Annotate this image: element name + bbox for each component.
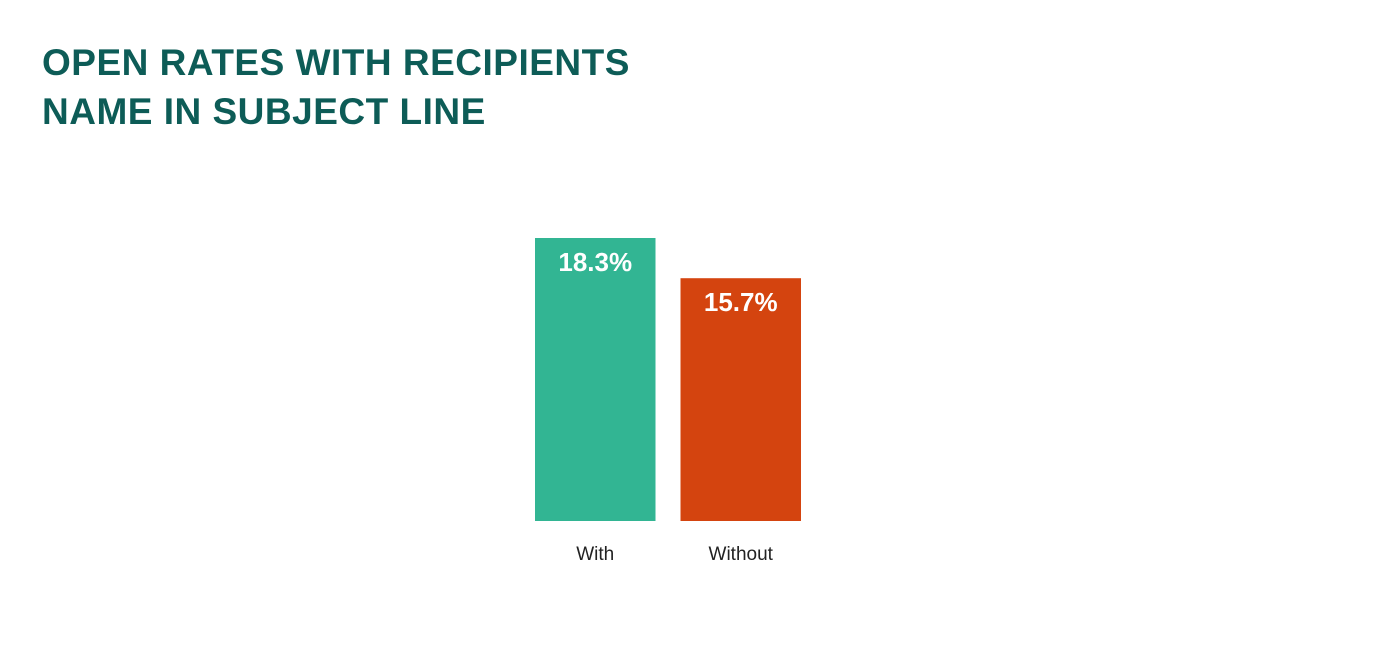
x-tick-label: With [576, 544, 614, 565]
bar [535, 238, 656, 521]
x-tick-label: Without [709, 544, 774, 565]
value-label: 18.3% [558, 247, 632, 277]
bar [680, 278, 801, 521]
chart-title: OPEN RATES WITH RECIPIENTS NAME IN SUBJE… [42, 42, 630, 132]
value-label: 15.7% [704, 287, 778, 317]
